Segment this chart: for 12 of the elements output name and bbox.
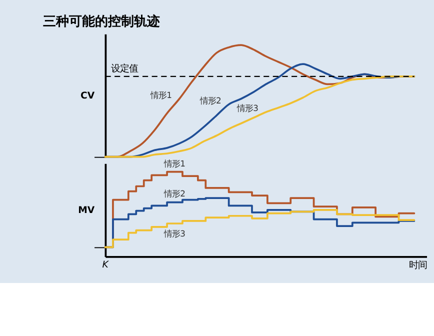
text: K (102, 260, 110, 271)
series-label: 情形3 (236, 103, 258, 114)
chart-title: 三种可能的控制轨迹 (42, 14, 160, 30)
y-axis-title: CV (80, 90, 96, 102)
series-label: 情形1 (150, 90, 172, 100)
y-axis-title: MV (78, 205, 96, 216)
ref-line-label: 设定值 (110, 64, 138, 75)
series-label: 情形2 (163, 188, 186, 199)
series-label: 情形2 (199, 95, 222, 106)
series-label: 情形3 (163, 228, 186, 239)
x-axis-title: 时间 (409, 260, 428, 272)
series-label: 情形1 (163, 158, 186, 168)
